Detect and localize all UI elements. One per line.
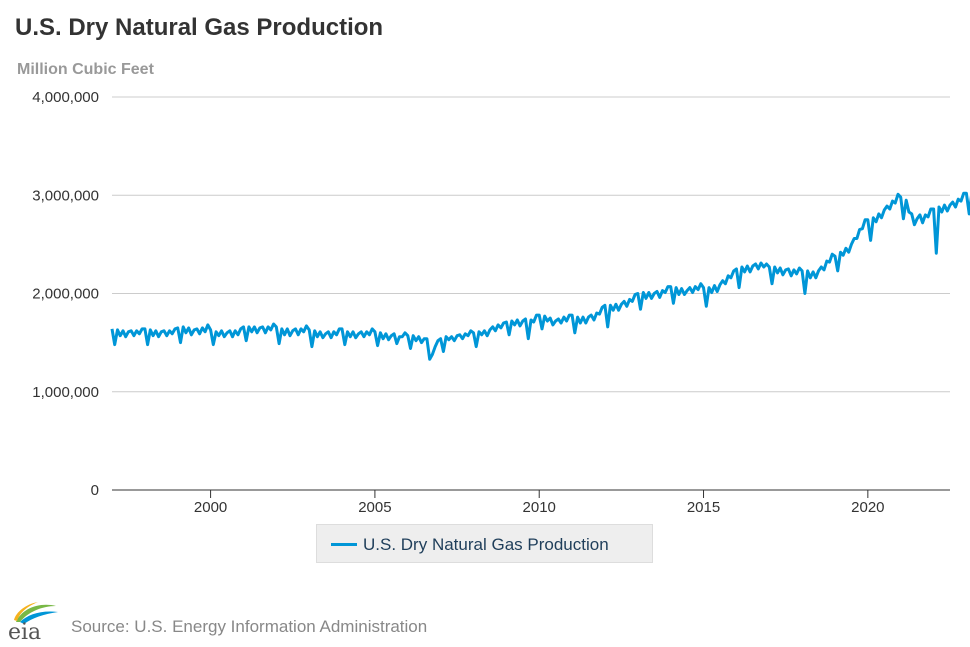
- legend-swatch: [331, 543, 357, 546]
- y-tick-label: 3,000,000: [32, 187, 99, 204]
- x-tick-label: 2010: [523, 499, 556, 516]
- chart-title: U.S. Dry Natural Gas Production: [15, 14, 384, 41]
- legend-label[interactable]: U.S. Dry Natural Gas Production: [363, 535, 609, 554]
- x-axis-ticks: 2000 2005 2010 2015 2020: [194, 490, 885, 516]
- logo-leaf-yellow: [14, 602, 38, 621]
- y-axis-unit-label: Million Cubic Feet: [17, 61, 154, 78]
- y-tick-label: 0: [91, 482, 99, 499]
- series-layer: [110, 189, 970, 361]
- x-tick-label: 2020: [851, 499, 884, 516]
- x-tick-label: 2015: [687, 499, 720, 516]
- eia-logo: eia: [8, 602, 58, 642]
- legend[interactable]: U.S. Dry Natural Gas Production: [316, 524, 653, 563]
- y-tick-label: 4,000,000: [32, 89, 99, 106]
- y-tick-label: 2,000,000: [32, 286, 99, 303]
- logo-leaf-green: [16, 604, 56, 622]
- gridlines: [112, 96, 950, 393]
- logo-text: eia: [8, 620, 41, 642]
- logo-leaf-blue: [20, 611, 58, 624]
- x-tick-label: 2005: [358, 499, 391, 516]
- line-chart: 0 1,000,000 2,000,000 3,000,000 4,000,000 20…: [32, 89, 970, 516]
- x-tick-label: 2000: [194, 499, 227, 516]
- y-axis-ticks: 0 1,000,000 2,000,000 3,000,000 4,000,000: [32, 89, 99, 499]
- y-tick-label: 1,000,000: [32, 384, 99, 401]
- source-note: Source: U.S. Energy Information Administ…: [71, 617, 428, 636]
- series-line-0[interactable]: [110, 189, 970, 361]
